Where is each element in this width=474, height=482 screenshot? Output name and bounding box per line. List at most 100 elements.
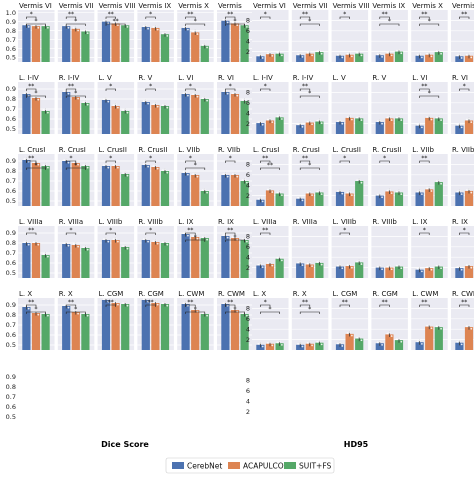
significance-marker: ** (227, 227, 233, 234)
sample-point (428, 265, 431, 268)
sample-point (381, 344, 383, 346)
sample-point (390, 119, 393, 121)
panel-title: R. I-IV (293, 74, 314, 82)
sample-point (438, 49, 440, 52)
significance-bracket (339, 160, 350, 163)
sample-point (390, 54, 393, 57)
sample-point (152, 240, 155, 242)
panel-l-crusii: *L. CrusII (331, 146, 369, 206)
sample-point (379, 119, 381, 122)
sample-point (438, 324, 440, 327)
sample-point (35, 310, 37, 313)
bar-cerebnet (101, 300, 111, 350)
significance-bracket (26, 16, 37, 19)
sample-point (311, 344, 313, 347)
bar-cerebnet (296, 55, 305, 62)
significance-bracket (260, 160, 271, 163)
sample-point (187, 94, 189, 97)
bar-acapulco (265, 190, 275, 206)
bar-suit-fs (81, 166, 90, 206)
sample-point (466, 118, 468, 121)
sample-point (278, 190, 281, 193)
y-tick-label: 2 (246, 120, 250, 128)
sample-point (23, 241, 26, 243)
panel-title: Vermis VI (253, 2, 286, 10)
sample-point (430, 190, 433, 192)
sample-point (379, 192, 381, 195)
sample-point (122, 109, 124, 111)
significance-bracket (379, 160, 390, 163)
sample-point (84, 28, 87, 31)
bar-suit-fs (355, 53, 364, 62)
panel-title: L. VIIb (178, 146, 200, 154)
sample-point (47, 166, 49, 169)
panel-title: Vermis X (178, 2, 209, 10)
sample-point (145, 237, 147, 240)
bar-suit-fs (355, 338, 364, 350)
bar-cerebnet (415, 269, 424, 278)
sample-point (246, 181, 248, 184)
sample-point (267, 118, 269, 121)
y-tick-label: 4 (246, 109, 250, 117)
panel-title: R. X (293, 290, 307, 298)
sample-point (379, 340, 381, 343)
sample-point (438, 263, 440, 266)
panel-vermis: ***Vermis (217, 2, 254, 62)
sample-point (112, 104, 115, 106)
sample-point (351, 266, 353, 269)
panel-title: R. VIIIb (372, 218, 397, 226)
sample-point (276, 115, 279, 118)
sample-point (421, 193, 423, 196)
y-tick-label: 0.6 (6, 115, 16, 123)
sample-point (337, 120, 339, 123)
sample-point (261, 57, 264, 59)
bar-cerebnet (221, 175, 230, 206)
sample-point (428, 52, 431, 54)
legend-label-cerebnet: CerebNet (187, 462, 222, 471)
sample-point (75, 26, 77, 28)
bar-acapulco (191, 237, 200, 278)
sample-point (466, 325, 468, 328)
significance-marker: ** (113, 18, 119, 25)
panel-title: R. I-IV (59, 74, 80, 82)
sample-point (122, 245, 124, 247)
sample-point (428, 323, 431, 326)
y-tick-label: 1.0 (6, 9, 16, 17)
significance-marker: * (463, 227, 466, 234)
sample-point (438, 115, 440, 118)
panel-l-cwm: ***L. CWM (177, 290, 214, 350)
bar-cerebnet (221, 236, 230, 278)
bar-cerebnet (141, 27, 150, 62)
sample-point (267, 52, 269, 55)
sample-point (103, 298, 105, 300)
significance-marker: * (194, 234, 197, 241)
bar-suit-fs (160, 243, 170, 278)
panel-title: Vermis (452, 2, 474, 10)
sample-point (166, 34, 169, 37)
sample-point (468, 188, 470, 191)
bar-suit-fs (81, 314, 90, 350)
sample-point (84, 245, 87, 248)
bar-suit-fs (160, 106, 170, 134)
sample-point (339, 53, 341, 55)
sample-point (435, 325, 438, 328)
panel-r-crusii: *R. CrusII (137, 146, 174, 206)
sample-point (194, 172, 197, 175)
significance-bracket (26, 167, 46, 170)
significance-bracket (26, 232, 37, 235)
sample-point (112, 238, 115, 240)
panel-title: R. VI (452, 74, 468, 82)
bar-acapulco (265, 120, 275, 134)
panel-title: R. CWM (218, 290, 245, 298)
sample-point (122, 172, 124, 174)
panel-r-ix: ***R. IX (217, 218, 254, 278)
bar-suit-fs (240, 181, 249, 206)
sample-point (114, 20, 117, 23)
sample-point (341, 56, 344, 59)
sample-point (184, 231, 187, 234)
bar-acapulco (71, 245, 80, 278)
sample-point (416, 267, 419, 270)
bar-cerebnet (181, 234, 190, 278)
panel-title: R. CrusI (293, 146, 320, 154)
significance-marker: * (308, 162, 311, 169)
